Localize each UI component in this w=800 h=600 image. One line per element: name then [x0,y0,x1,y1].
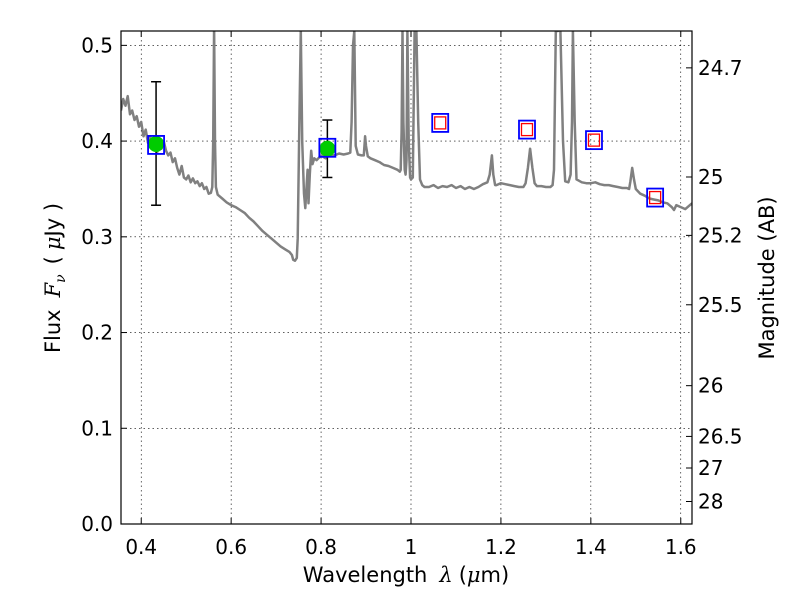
x-tick-labels: 0.4 0.6 0.8 1 1.2 1.4 1.6 [125,535,696,559]
plot-frame [120,30,693,525]
right-tick-label: 26.5 [698,424,743,448]
right-tick-label: 25.2 [698,223,743,247]
red-square-marker [648,190,662,205]
red-square-marker [520,122,534,137]
model-spectrum-line [121,31,692,262]
blue-square-marker [318,137,337,158]
right-axis-label: Magnitude (AB) [755,196,779,359]
y-tick-label: 0.1 [81,416,113,440]
right-tick-label: 26 [698,374,723,398]
blue-square-marker [147,135,165,155]
y-tick-label: 0.0 [81,512,113,536]
y-tick-label: 0.2 [81,321,113,345]
y-axis-label: FluxFν(μJy ) [41,203,69,353]
right-tick-label: 24.7 [698,56,743,80]
green-circle-marker [319,140,336,157]
right-tick-label: 27 [698,456,723,480]
blue-square-marker [431,112,450,133]
x-tick-label: 0.4 [125,535,157,559]
error-bars [151,80,333,206]
y-tick-label: 0.5 [81,33,113,57]
x-tick-label: 1.4 [575,535,607,559]
model-photometry-blue-markers [147,112,665,208]
right-tick-label: 25 [698,165,723,189]
observed-photometry-markers [148,135,336,157]
x-tick-label: 1.6 [665,535,697,559]
x-tick-label: 0.6 [215,535,247,559]
y-tick-label: 0.4 [81,129,113,153]
y-tick-label: 0.3 [81,225,113,249]
y-tick-labels: 0.0 0.1 0.2 0.3 0.4 0.5 [81,33,113,536]
x-tick-label: 1.2 [485,535,517,559]
blue-square-marker [646,187,665,208]
model-photometry-red-markers [434,116,662,205]
red-square-marker [434,116,447,130]
right-tick-label: 28 [698,490,723,514]
right-tick-labels: 24.7 25 25.2 25.5 26 26.5 27 28 [698,56,743,514]
x-tick-label: 1 [405,535,418,559]
red-square-marker [587,133,601,147]
axis-ticks [121,31,692,525]
right-tick-label: 25.5 [698,293,743,317]
x-axis-label: Wavelength λ (μm) [303,563,509,587]
blue-square-marker [585,130,603,151]
green-circle-marker [148,135,165,152]
x-tick-label: 0.8 [305,535,337,559]
blue-square-marker [518,119,536,140]
